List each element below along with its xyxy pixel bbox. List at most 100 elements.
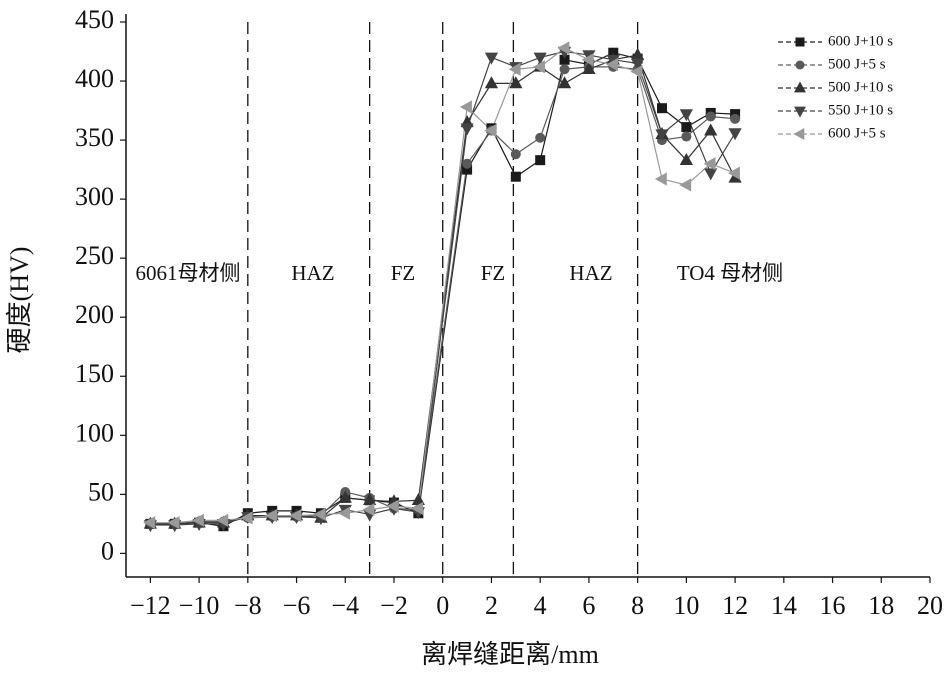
marker	[655, 129, 669, 142]
legend-label: 550 J+10 s	[828, 102, 893, 118]
marker	[681, 131, 692, 142]
marker	[679, 152, 693, 165]
marker	[362, 503, 375, 517]
marker	[535, 132, 546, 143]
marker	[484, 76, 499, 89]
marker	[240, 511, 253, 525]
y-tick-label: 250	[75, 241, 114, 270]
marker	[728, 128, 742, 141]
x-axis-label: 离焊缝距离/mm	[421, 640, 599, 669]
marker	[704, 123, 718, 136]
marker	[533, 52, 547, 65]
legend-marker	[793, 128, 805, 140]
marker	[606, 57, 619, 72]
marker	[411, 493, 425, 506]
y-tick-label: 150	[75, 359, 114, 388]
marker	[143, 516, 156, 530]
y-tick-label: 450	[75, 5, 114, 34]
legend-marker	[794, 81, 806, 93]
zone-label: FZ	[391, 261, 416, 285]
x-tick-label: −8	[234, 591, 262, 620]
y-tick-label: 100	[75, 418, 114, 447]
x-tick-label: −4	[331, 591, 359, 620]
marker	[727, 166, 740, 180]
marker	[510, 149, 521, 160]
x-tick-label: −6	[283, 591, 311, 620]
marker	[654, 172, 667, 186]
marker	[557, 76, 572, 89]
x-tick-label: 8	[631, 591, 644, 620]
x-tick-label: 6	[582, 591, 595, 620]
y-tick-label: 350	[75, 123, 114, 152]
legend-marker	[795, 60, 805, 70]
x-tick-label: −2	[380, 591, 408, 620]
legend-label: 500 J+10 s	[828, 79, 893, 95]
legend-marker	[794, 106, 806, 118]
marker	[532, 60, 545, 74]
x-tick-label: 2	[485, 591, 498, 620]
marker	[657, 103, 667, 114]
marker	[705, 111, 716, 122]
marker	[582, 62, 596, 75]
x-tick-label: 16	[820, 591, 846, 620]
zone-label: HAZ	[291, 261, 334, 285]
y-axis-label: 硬度(HV)	[5, 247, 34, 354]
marker	[510, 171, 521, 182]
x-tick-label: 14	[771, 591, 797, 620]
marker	[509, 76, 523, 89]
marker	[167, 516, 180, 530]
series-line	[150, 54, 736, 525]
x-tick-label: −10	[179, 591, 220, 620]
legend-label: 600 J+10 s	[828, 33, 893, 49]
marker	[679, 109, 693, 122]
marker	[289, 508, 302, 523]
marker	[411, 501, 424, 516]
marker	[338, 490, 352, 503]
marker	[631, 47, 645, 60]
marker	[459, 100, 472, 114]
y-tick-label: 400	[75, 64, 114, 93]
legend-marker	[795, 37, 805, 47]
marker	[462, 158, 473, 169]
y-tick-label: 50	[88, 477, 114, 506]
x-tick-label: 10	[673, 591, 699, 620]
marker	[630, 64, 643, 79]
zone-label: TO4 母材侧	[677, 261, 783, 285]
marker	[191, 513, 204, 527]
legend-label: 500 J+5 s	[828, 56, 886, 72]
marker	[581, 53, 594, 67]
y-tick-label: 200	[75, 300, 114, 329]
marker	[508, 62, 521, 76]
marker	[703, 157, 716, 171]
marker	[216, 513, 229, 527]
marker	[264, 508, 277, 523]
marker	[631, 58, 645, 71]
x-tick-label: 20	[917, 591, 943, 620]
x-tick-label: 12	[722, 591, 748, 620]
x-tick-label: 18	[868, 591, 894, 620]
marker	[484, 52, 499, 65]
marker	[386, 499, 399, 513]
marker	[704, 168, 718, 181]
marker	[559, 54, 570, 65]
marker	[681, 122, 692, 133]
marker	[559, 64, 570, 75]
marker	[535, 155, 546, 166]
zone-label: FZ	[481, 261, 506, 285]
marker	[313, 507, 326, 522]
marker	[462, 164, 473, 175]
zone-label: 6061母材侧	[136, 261, 241, 285]
marker	[460, 123, 474, 136]
zone-label: HAZ	[569, 261, 612, 285]
marker	[363, 493, 377, 506]
marker	[484, 124, 497, 138]
marker	[338, 506, 351, 520]
marker	[730, 113, 741, 124]
marker	[679, 178, 692, 192]
marker	[557, 41, 570, 55]
x-tick-label: 4	[534, 591, 547, 620]
legend-label: 600 J+5 s	[828, 125, 886, 141]
y-tick-label: 0	[101, 536, 114, 565]
x-tick-label: 0	[436, 591, 449, 620]
